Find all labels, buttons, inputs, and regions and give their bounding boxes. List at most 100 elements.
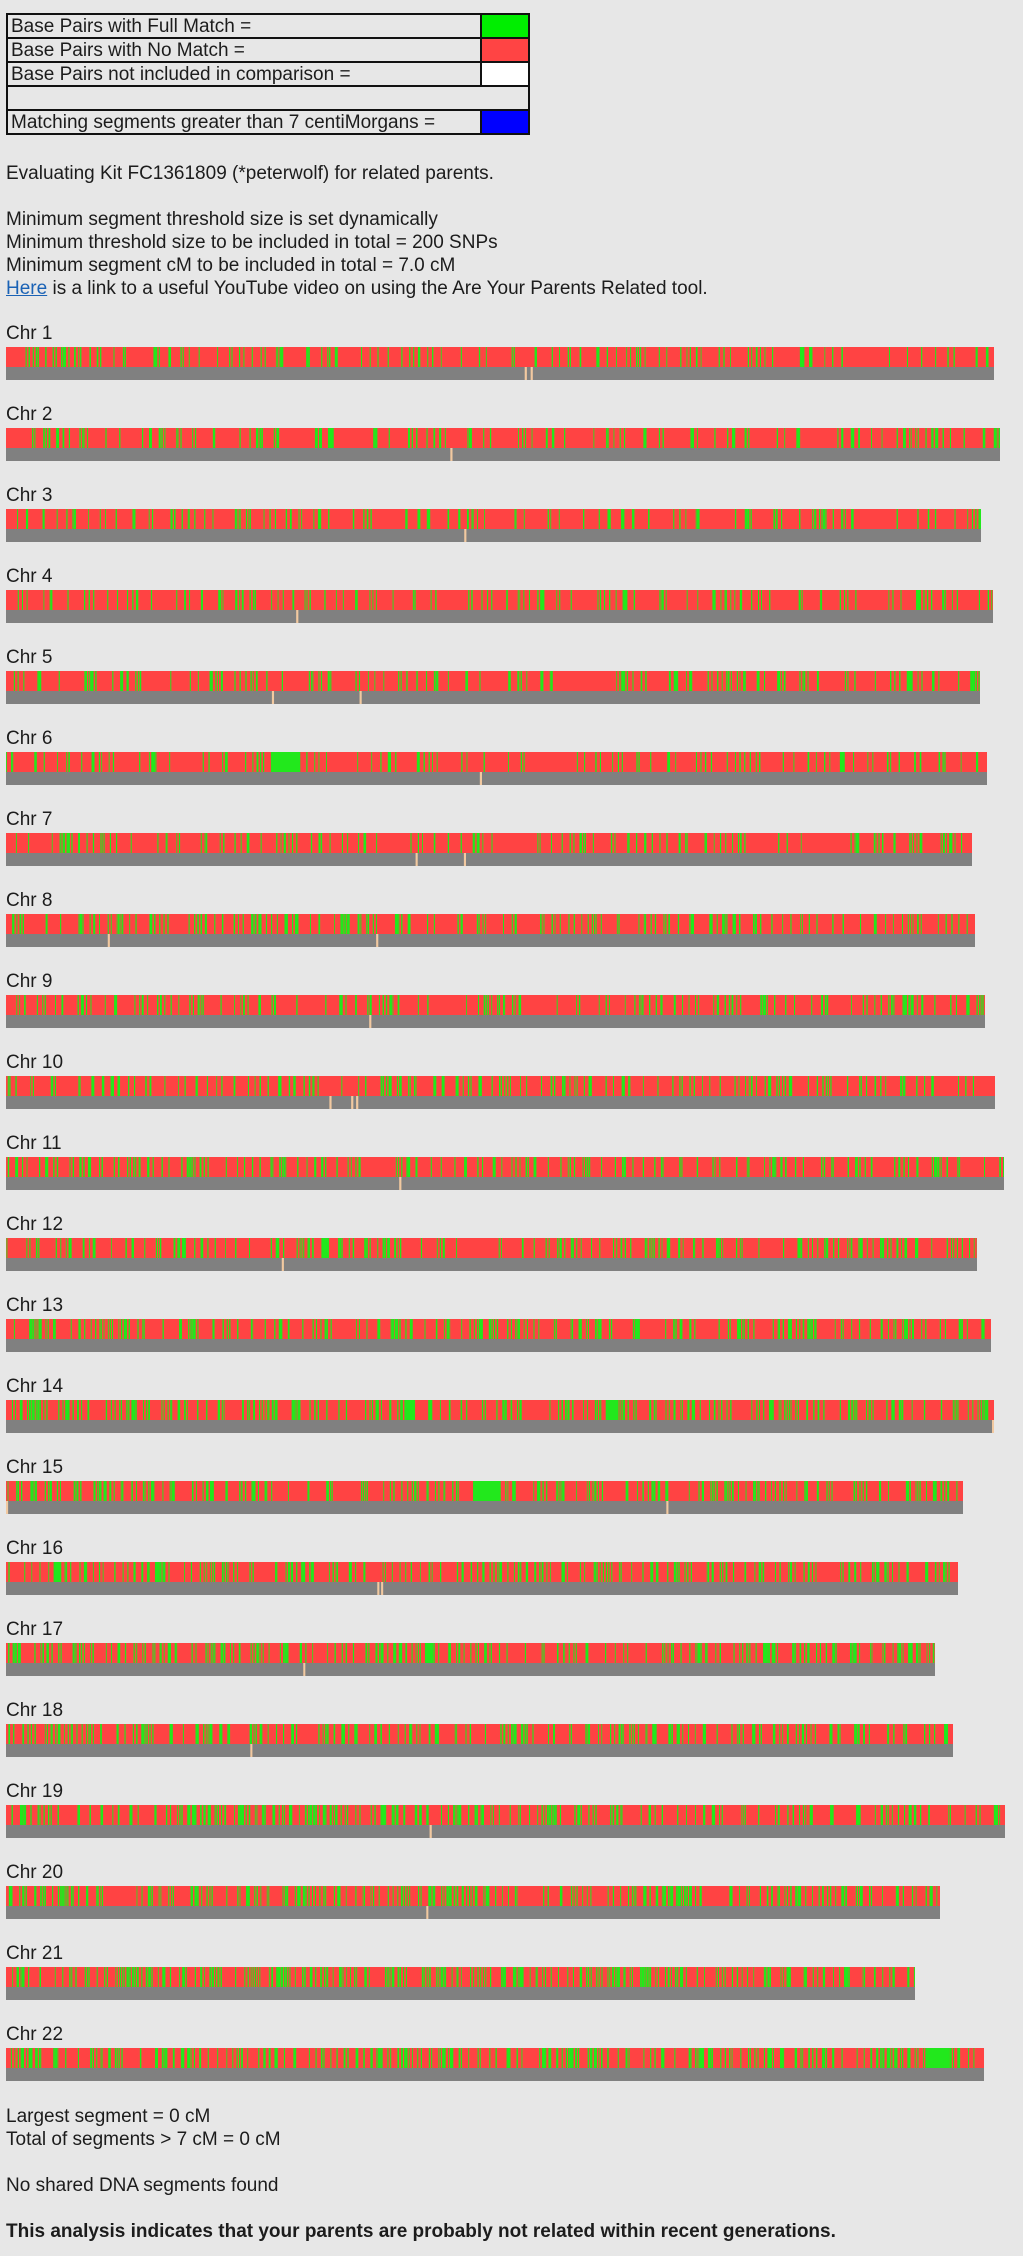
match-tick <box>738 1076 740 1096</box>
match-tick <box>90 671 94 691</box>
chr-20-comparison-bar <box>6 1906 940 1919</box>
match-tick <box>654 914 657 934</box>
match-tick <box>548 1724 550 1744</box>
match-tick <box>751 1076 753 1096</box>
match-tick <box>312 1238 314 1258</box>
chr-10-match-bar <box>6 1076 995 1096</box>
match-tick <box>658 1967 660 1987</box>
match-tick <box>239 671 241 691</box>
match-tick <box>725 995 726 1015</box>
match-tick <box>57 2048 59 2068</box>
match-tick <box>29 1319 33 1339</box>
match-tick <box>849 1643 852 1663</box>
match-tick <box>779 2048 784 2068</box>
match-tick <box>148 1400 150 1420</box>
match-tick <box>745 1562 747 1582</box>
match-tick <box>940 1481 942 1501</box>
match-tick <box>203 1157 205 1177</box>
match-tick <box>12 1967 14 1987</box>
match-tick <box>563 1076 566 1096</box>
match-tick <box>648 1805 650 1825</box>
match-tick <box>370 2048 372 2068</box>
match-tick <box>817 1400 819 1420</box>
match-tick <box>713 1481 715 1501</box>
match-tick <box>415 1076 417 1096</box>
chr-8-comparison-bar <box>6 934 975 947</box>
match-tick <box>440 2048 441 2068</box>
match-tick <box>909 1319 911 1339</box>
match-tick <box>441 1076 443 1096</box>
match-tick <box>812 509 814 529</box>
match-tick <box>252 1481 255 1501</box>
match-tick <box>199 1562 201 1582</box>
match-tick <box>614 1643 616 1663</box>
match-tick <box>276 833 278 853</box>
match-tick <box>84 1319 86 1339</box>
match-tick <box>944 1481 946 1501</box>
match-tick <box>658 428 660 448</box>
match-tick <box>734 590 736 610</box>
match-tick <box>116 833 117 853</box>
match-tick <box>567 1400 570 1420</box>
match-tick <box>642 995 644 1015</box>
match-tick <box>700 752 702 772</box>
match-tick <box>543 914 545 934</box>
match-tick <box>774 1481 777 1501</box>
match-tick <box>612 1238 615 1258</box>
match-tick <box>473 1319 475 1339</box>
match-tick <box>239 2048 241 2068</box>
match-tick <box>742 1319 744 1339</box>
match-tick <box>546 1805 549 1825</box>
match-tick <box>885 1805 887 1825</box>
chr-16-comparison-bar <box>6 1582 958 1595</box>
match-tick <box>832 914 834 934</box>
excluded-gap <box>376 934 379 947</box>
match-block <box>970 671 976 691</box>
match-tick <box>45 347 47 367</box>
match-tick <box>290 509 292 529</box>
match-tick <box>633 1400 635 1420</box>
match-tick <box>632 1157 634 1177</box>
match-tick <box>523 590 525 610</box>
match-tick <box>289 509 292 529</box>
match-tick <box>732 428 736 448</box>
match-tick <box>921 671 923 691</box>
match-tick <box>397 2048 400 2068</box>
match-tick <box>811 1562 813 1582</box>
match-tick <box>953 1238 955 1258</box>
match-tick <box>712 1805 714 1825</box>
match-tick <box>422 833 423 853</box>
match-tick <box>903 1157 905 1177</box>
match-tick <box>190 1319 192 1339</box>
match-tick <box>390 1076 391 1096</box>
match-tick <box>91 752 95 772</box>
match-tick <box>307 1481 310 1501</box>
match-tick <box>288 833 290 853</box>
match-tick <box>621 671 624 691</box>
match-tick <box>294 1967 296 1987</box>
match-tick <box>556 1643 559 1663</box>
match-tick <box>207 1805 211 1825</box>
match-tick <box>782 1238 785 1258</box>
match-tick <box>72 1400 74 1420</box>
match-tick <box>763 1967 765 1987</box>
match-tick <box>190 1886 192 1906</box>
match-tick <box>275 1238 279 1258</box>
match-tick <box>154 1643 156 1663</box>
match-tick <box>485 347 487 367</box>
match-tick <box>164 428 166 448</box>
match-tick <box>14 1400 16 1420</box>
video-link[interactable]: Here <box>6 278 48 299</box>
match-tick <box>661 1238 663 1258</box>
match-tick <box>528 1157 529 1177</box>
match-tick <box>833 1238 835 1258</box>
match-tick <box>844 590 846 610</box>
compared-region <box>6 1420 994 1433</box>
match-tick <box>901 1238 902 1258</box>
match-tick <box>754 914 757 934</box>
match-tick <box>262 428 263 448</box>
match-tick <box>863 1724 865 1744</box>
match-tick <box>932 428 934 448</box>
match-tick <box>308 671 310 691</box>
match-tick <box>73 1643 75 1663</box>
